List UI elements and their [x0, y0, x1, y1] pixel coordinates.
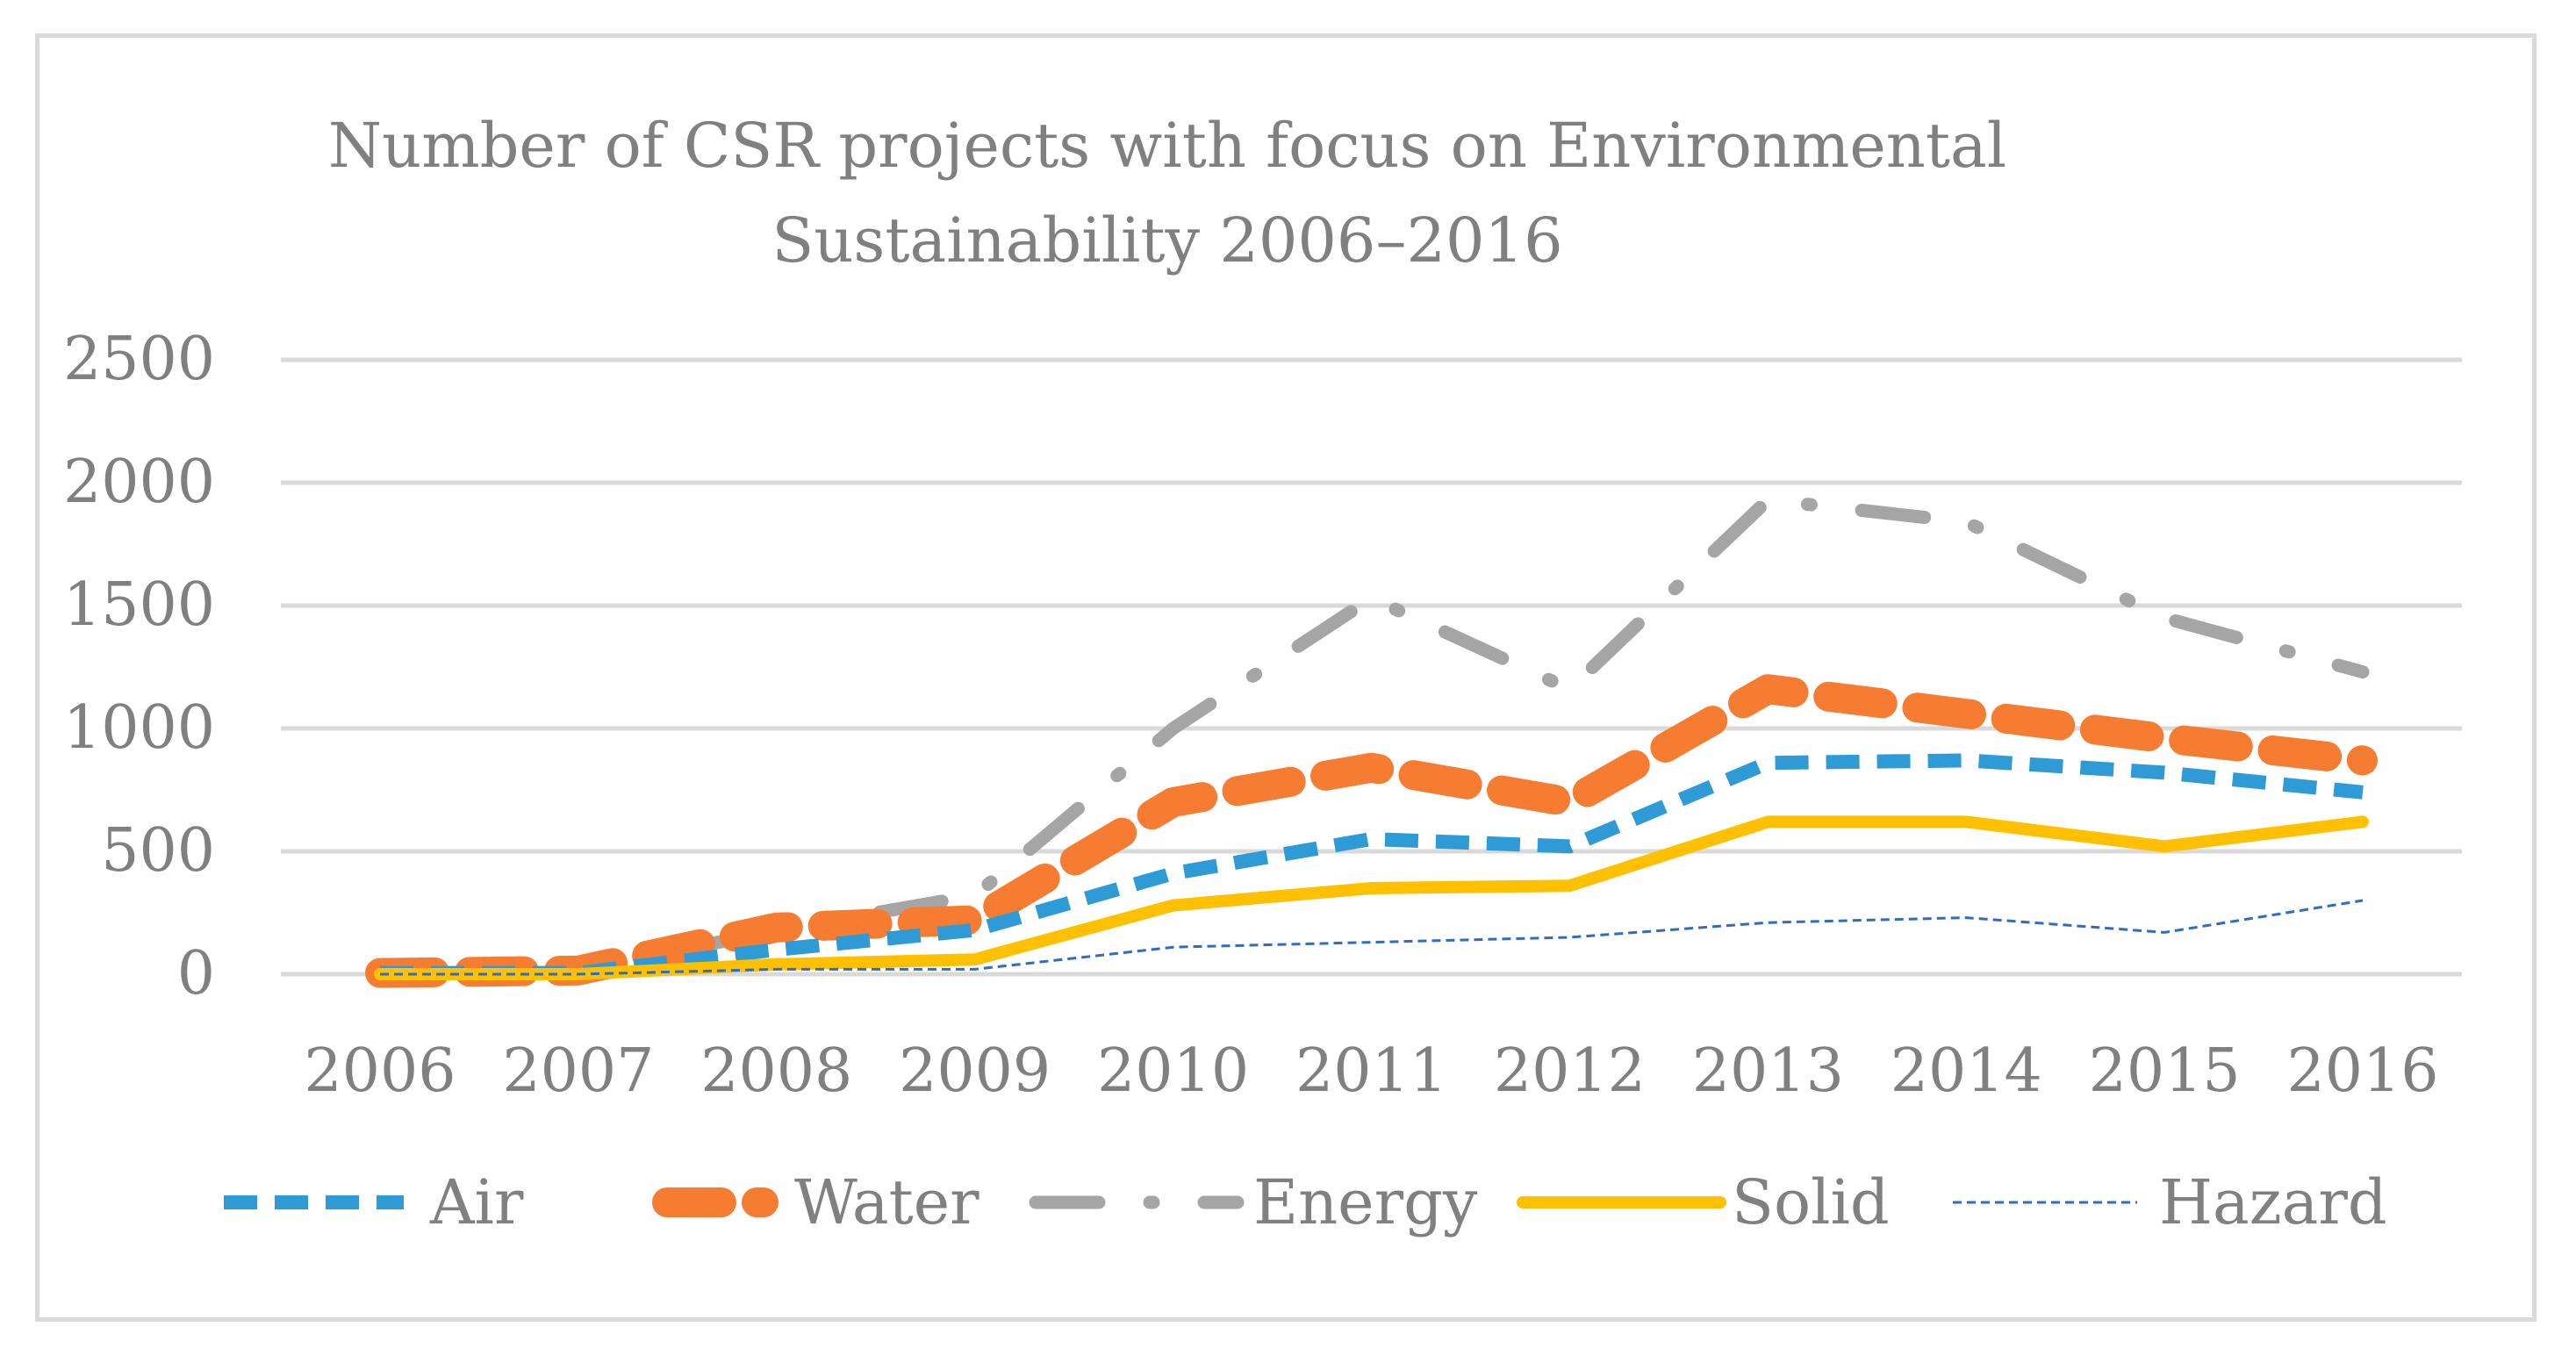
x-tick-label: 2007	[502, 1037, 654, 1106]
x-tick-label: 2013	[1692, 1037, 1844, 1106]
chart-title-line-1: Number of CSR projects with focus on Env…	[328, 110, 2006, 182]
y-tick-label: 500	[101, 816, 215, 886]
y-tick-label: 0	[177, 939, 215, 1008]
x-tick-label: 2014	[1891, 1037, 2042, 1106]
x-tick-label: 2011	[1295, 1037, 1447, 1106]
series-line-air	[380, 753, 2364, 980]
series-line-water	[365, 674, 2378, 988]
legend-label-solid: Solid	[1732, 1166, 1890, 1238]
x-tick-label: 2012	[1494, 1037, 1646, 1106]
chart-title: Number of CSR projects with focus on Env…	[328, 110, 2006, 276]
series-line-hazard	[380, 899, 2364, 976]
legend-label-air: Air	[429, 1166, 524, 1238]
legend-label-hazard: Hazard	[2159, 1166, 2387, 1238]
x-tick-label: 2016	[2287, 1037, 2439, 1106]
legend-label-energy: Energy	[1253, 1166, 1478, 1238]
x-tick-label: 2006	[304, 1037, 456, 1106]
x-tick-label: 2010	[1097, 1037, 1249, 1106]
legend-label-water: Water	[794, 1166, 979, 1238]
x-tick-label: 2008	[700, 1037, 852, 1106]
x-tick-label: 2015	[2089, 1037, 2241, 1106]
x-tick-label: 2009	[899, 1037, 1051, 1106]
series-lines	[365, 493, 2378, 988]
x-axis-ticks: 2006 2007 2008 2009 2010 2011 2012 2013 2014 2015…	[304, 1037, 2438, 1106]
chart-title-line-2: Sustainability 2006–2016	[771, 204, 1562, 276]
y-tick-label: 1500	[63, 570, 215, 640]
legend: Air Water Energy Solid Hazard	[224, 1166, 2387, 1238]
series-line-solid	[374, 815, 2369, 980]
y-tick-label: 1000	[63, 693, 215, 763]
chart-frame	[35, 33, 2537, 1322]
y-tick-label: 2500	[63, 325, 215, 394]
y-axis-ticks: 0 500 1000 1500 2000 2500	[63, 325, 215, 1008]
y-tick-label: 2000	[63, 448, 215, 517]
